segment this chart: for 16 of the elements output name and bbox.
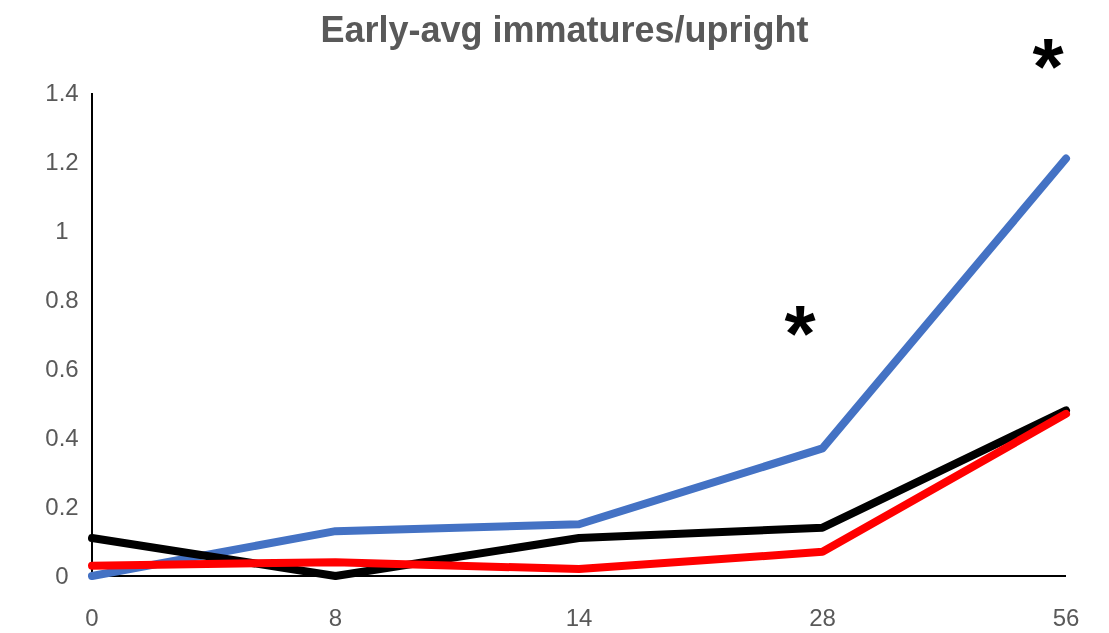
x-tick-label: 56 <box>1052 604 1080 631</box>
y-tick-label: 0.4 <box>45 424 79 452</box>
y-tick-label: 1 <box>55 217 69 245</box>
x-tick-label: 28 <box>809 604 836 631</box>
y-tick-label: 0.8 <box>45 286 79 314</box>
x-tick-label: 0 <box>85 604 99 631</box>
annotation: * <box>1032 22 1065 111</box>
x-tick-label: 8 <box>328 604 343 631</box>
y-tick-label: 0 <box>55 562 69 590</box>
chart-title: Early-avg immatures/upright <box>320 9 809 50</box>
y-tick-label: 0.6 <box>45 355 79 383</box>
y-tick-label: 0.2 <box>45 493 79 521</box>
y-tick-label: 1.4 <box>45 79 79 107</box>
annotation: * <box>784 289 817 378</box>
x-tick-label: 14 <box>565 604 593 631</box>
y-tick-label: 1.2 <box>45 148 79 176</box>
